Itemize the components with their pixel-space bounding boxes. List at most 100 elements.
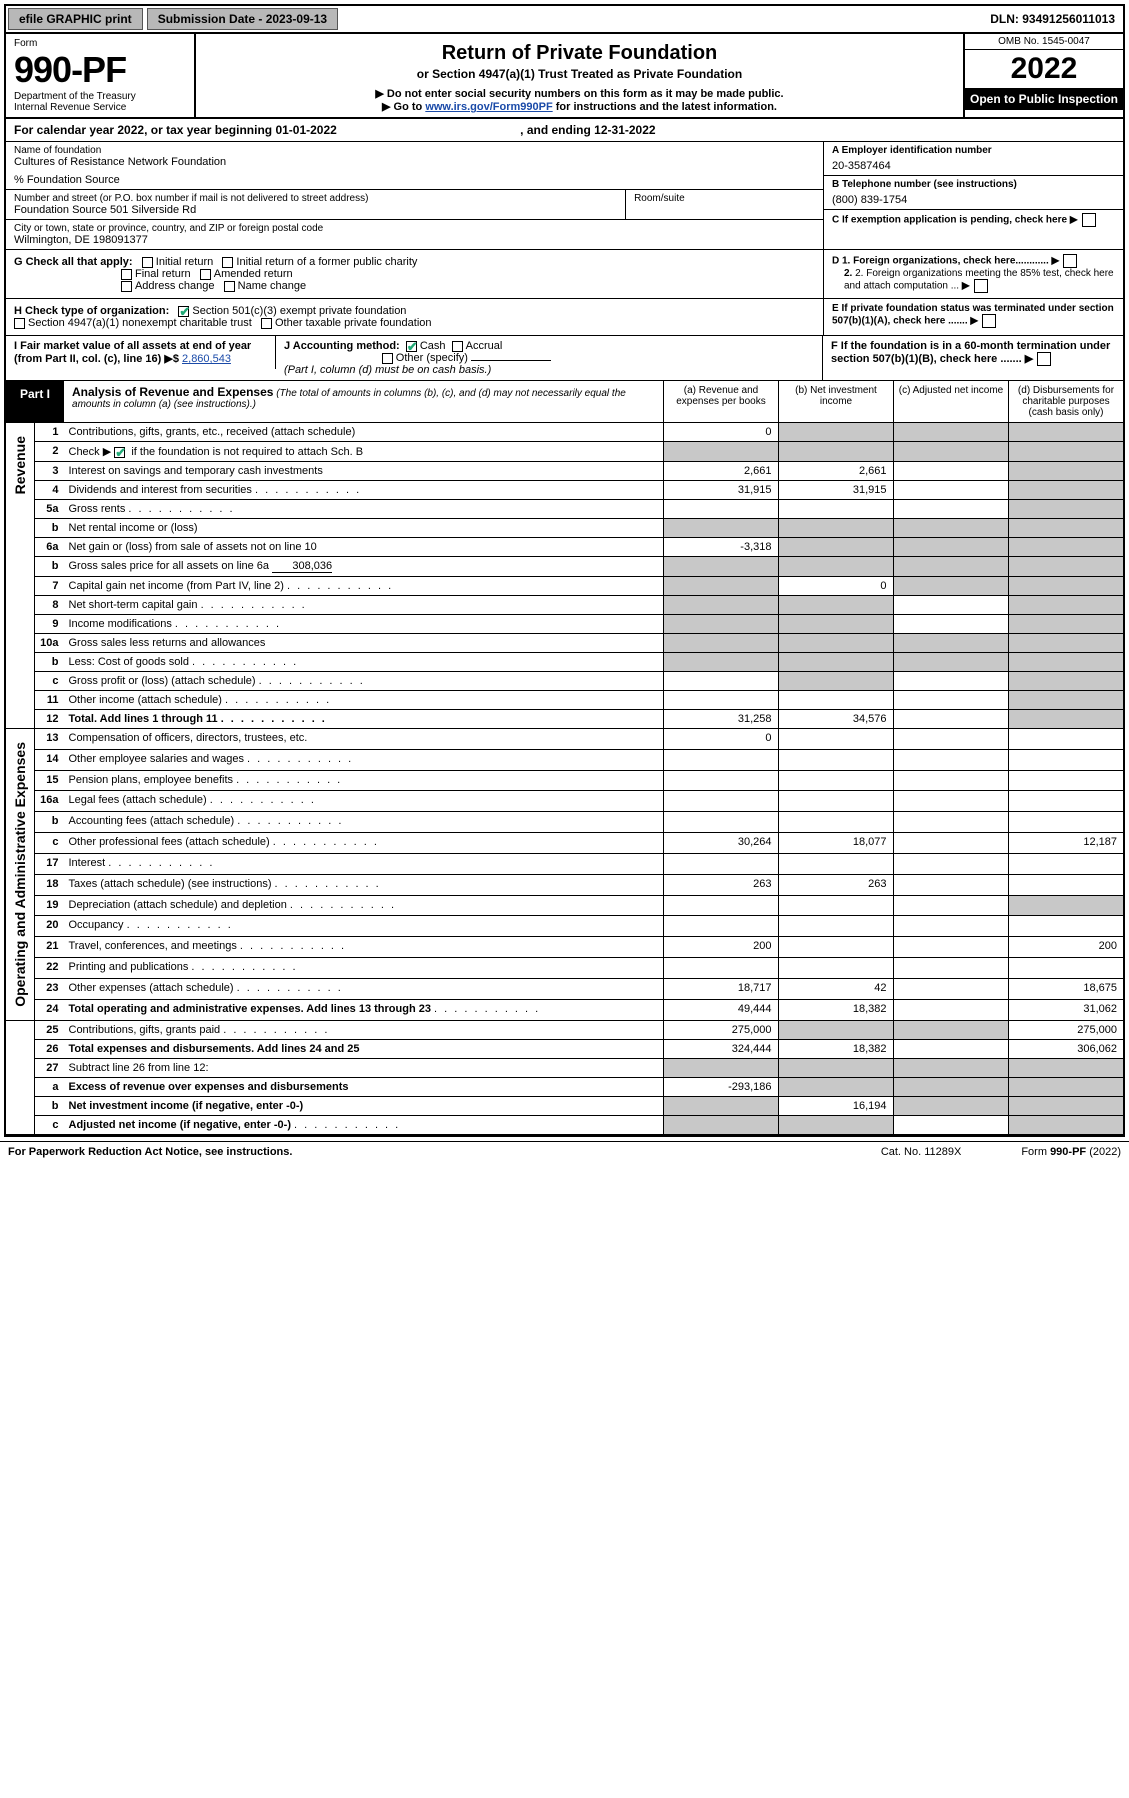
table-row: 6aNet gain or (loss) from sale of assets… [6,538,1123,557]
table-row: 25Contributions, gifts, grants paid 275,… [6,1020,1123,1039]
g-label: G Check all that apply: [14,256,133,268]
col-a-header: (a) Revenue and expenses per books [663,381,778,422]
table-row: bNet investment income (if negative, ent… [6,1096,1123,1115]
tax-year: 2022 [965,50,1123,88]
name-label: Name of foundation [14,145,815,156]
table-row: 7Capital gain net income (from Part IV, … [6,577,1123,596]
g-amended-checkbox[interactable] [200,269,211,280]
table-row: 14Other employee salaries and wages [6,749,1123,770]
form-page: efile GRAPHIC print Submission Date - 20… [4,4,1125,1137]
table-row: 11Other income (attach schedule) [6,691,1123,710]
h-label: H Check type of organization: [14,305,169,317]
room-label: Room/suite [625,190,823,219]
table-row: 9Income modifications [6,615,1123,634]
table-row: Operating and Administrative Expenses 13… [6,729,1123,750]
page-footer: For Paperwork Reduction Act Notice, see … [0,1141,1129,1162]
h-other-taxable-checkbox[interactable] [261,318,272,329]
j-accrual-checkbox[interactable] [452,341,463,352]
section-g: G Check all that apply: Initial return I… [6,250,1123,299]
calendar-year-row: For calendar year 2022, or tax year begi… [6,119,1123,142]
table-row: 17Interest [6,853,1123,874]
dept-label: Department of the Treasury [14,91,186,102]
footer-right: Form 990-PF (2022) [1021,1146,1121,1158]
form-header: Form 990-PF Department of the Treasury I… [6,34,1123,119]
table-row: 19Depreciation (attach schedule) and dep… [6,895,1123,916]
col-b-header: (b) Net investment income [778,381,893,422]
g-final-return-checkbox[interactable] [121,269,132,280]
i-value[interactable]: 2,860,543 [182,353,231,365]
form-label: Form [14,38,186,49]
part1-title: Analysis of Revenue and Expenses [72,385,273,399]
table-row: 10aGross sales less returns and allowanc… [6,634,1123,653]
form-title: Return of Private Foundation [204,42,955,65]
address: Foundation Source 501 Silverside Rd [14,204,617,216]
ein-label: A Employer identification number [832,145,1115,156]
omb-number: OMB No. 1545-0047 [965,34,1123,50]
table-row: 16aLegal fees (attach schedule) [6,791,1123,812]
h-4947-checkbox[interactable] [14,318,25,329]
d2-checkbox[interactable] [974,279,988,293]
table-row: 15Pension plans, employee benefits [6,770,1123,791]
table-row: 23Other expenses (attach schedule) 18,71… [6,978,1123,999]
form-subtitle: or Section 4947(a)(1) Trust Treated as P… [204,67,955,81]
g-address-change-checkbox[interactable] [121,281,132,292]
footer-left: For Paperwork Reduction Act Notice, see … [8,1146,292,1158]
table-row: 26Total expenses and disbursements. Add … [6,1039,1123,1058]
phone-label: B Telephone number (see instructions) [832,179,1115,190]
table-row: 22Printing and publications [6,958,1123,979]
j-other-checkbox[interactable] [382,353,393,364]
table-row: 20Occupancy [6,916,1123,937]
c-label: C If exemption application is pending, c… [832,215,1067,226]
irs-link[interactable]: www.irs.gov/Form990PF [425,101,552,113]
table-row: 12Total. Add lines 1 through 11 31,25834… [6,710,1123,729]
table-row: Revenue 1Contributions, gifts, grants, e… [6,423,1123,442]
f-label: F If the foundation is in a 60-month ter… [831,340,1110,365]
part1-table: Revenue 1Contributions, gifts, grants, e… [6,423,1123,1135]
d1-label: D 1. Foreign organizations, check here..… [832,256,1049,267]
e-checkbox[interactable] [982,314,996,328]
section-h: H Check type of organization: Section 50… [6,299,1123,336]
table-row: bAccounting fees (attach schedule) [6,812,1123,833]
c-checkbox[interactable] [1082,213,1096,227]
f-checkbox[interactable] [1037,352,1051,366]
schb-checkbox[interactable] [114,447,125,458]
irs-label: Internal Revenue Service [14,102,186,113]
pct-line: % Foundation Source [14,174,815,186]
city-state-zip: Wilmington, DE 198091377 [14,234,815,246]
table-row: bLess: Cost of goods sold [6,653,1123,672]
instr-2: ▶ Go to www.irs.gov/Form990PF for instru… [204,100,955,113]
ein: 20-3587464 [832,160,1115,172]
table-row: 2Check ▶ if the foundation is not requir… [6,442,1123,462]
g-name-change-checkbox[interactable] [224,281,235,292]
table-row: cAdjusted net income (if negative, enter… [6,1115,1123,1134]
phone: (800) 839-1754 [832,194,1115,206]
table-row: 24Total operating and administrative exp… [6,999,1123,1020]
table-row: cGross profit or (loss) (attach schedule… [6,672,1123,691]
g-initial-return-checkbox[interactable] [142,257,153,268]
g-initial-former-checkbox[interactable] [222,257,233,268]
table-row: 21Travel, conferences, and meetings 2002… [6,937,1123,958]
j-cash-checkbox[interactable] [406,341,417,352]
j-label: J Accounting method: [284,340,400,352]
table-row: bNet rental income or (loss) [6,519,1123,538]
form-number: 990-PF [14,49,186,91]
section-ij: I Fair market value of all assets at end… [6,336,1123,381]
submission-date: Submission Date - 2023-09-13 [147,8,338,30]
open-inspection: Open to Public Inspection [965,88,1123,110]
table-row: aExcess of revenue over expenses and dis… [6,1077,1123,1096]
table-row: cOther professional fees (attach schedul… [6,833,1123,854]
table-row: 4Dividends and interest from securities … [6,481,1123,500]
instr-1: ▶ Do not enter social security numbers o… [204,87,955,100]
d1-checkbox[interactable] [1063,254,1077,268]
expenses-side-label: Operating and Administrative Expenses [10,732,30,1017]
part1-header: Part I Analysis of Revenue and Expenses … [6,381,1123,423]
table-row: 27Subtract line 26 from line 12: [6,1058,1123,1077]
city-label: City or town, state or province, country… [14,223,815,234]
addr-label: Number and street (or P.O. box number if… [14,193,617,204]
efile-print-button[interactable]: efile GRAPHIC print [8,8,143,30]
col-c-header: (c) Adjusted net income [893,381,1008,422]
table-row: bGross sales price for all assets on lin… [6,557,1123,577]
h-501c3-checkbox[interactable] [178,306,189,317]
table-row: 8Net short-term capital gain [6,596,1123,615]
col-d-header: (d) Disbursements for charitable purpose… [1008,381,1123,422]
